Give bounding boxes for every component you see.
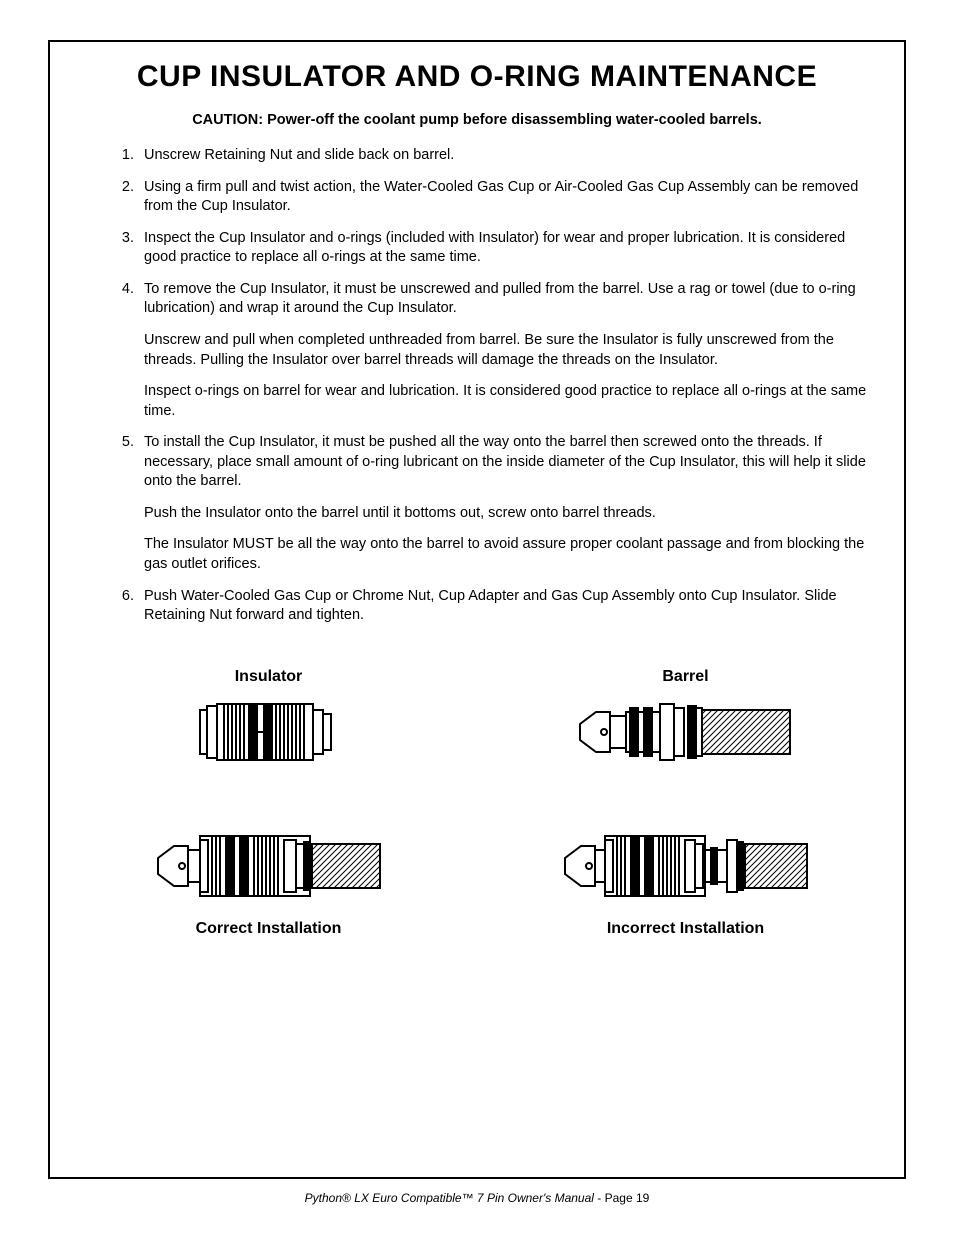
caution-text: Power-off the coolant pump before disass… [267, 112, 762, 128]
step-paragraph: Unscrew and pull when completed unthread… [144, 331, 874, 370]
incorrect-label: Incorrect Installation [561, 920, 811, 938]
incorrect-diagram [561, 828, 811, 906]
incorrect-cell: Incorrect Installation [561, 828, 811, 938]
steps-list: Unscrew Retaining Nut and slide back on … [80, 146, 874, 638]
barrel-diagram [576, 696, 796, 768]
footer-page: - Page 19 [594, 1191, 649, 1205]
caution-line: CAUTION: Power-off the coolant pump befo… [80, 112, 874, 128]
insulator-cell: Insulator [194, 668, 344, 768]
page-frame: CUP INSULATOR AND O-RING MAINTENANCE CAU… [48, 40, 906, 1179]
step-paragraph: Inspect o-rings on barrel for wear and l… [144, 382, 874, 421]
step-paragraph: The Insulator MUST be all the way onto t… [144, 535, 874, 574]
step-item: To install the Cup Insulator, it must be… [138, 433, 874, 574]
insulator-label: Insulator [194, 668, 344, 686]
barrel-label: Barrel [576, 668, 796, 686]
page-footer: Python® LX Euro Compatible™ 7 Pin Owner'… [48, 1191, 906, 1205]
page-title: CUP INSULATOR AND O-RING MAINTENANCE [80, 60, 874, 94]
step-item: To remove the Cup Insulator, it must be … [138, 280, 874, 421]
correct-diagram [154, 828, 384, 906]
barrel-cell: Barrel [576, 668, 796, 768]
diagram-grid: Insulator [80, 668, 874, 938]
step-item: Inspect the Cup Insulator and o-rings (i… [138, 229, 874, 268]
step-item: Unscrew Retaining Nut and slide back on … [138, 146, 874, 166]
correct-cell: Correct Installation [154, 828, 384, 938]
insulator-diagram [194, 696, 344, 768]
step-paragraph: Push the Insulator onto the barrel until… [144, 504, 874, 524]
caution-label: CAUTION: [192, 112, 267, 128]
step-item: Push Water-Cooled Gas Cup or Chrome Nut,… [138, 587, 874, 626]
step-item: Using a firm pull and twist action, the … [138, 178, 874, 217]
footer-italic: Python® LX Euro Compatible™ 7 Pin Owner'… [305, 1191, 594, 1205]
correct-label: Correct Installation [154, 920, 384, 938]
